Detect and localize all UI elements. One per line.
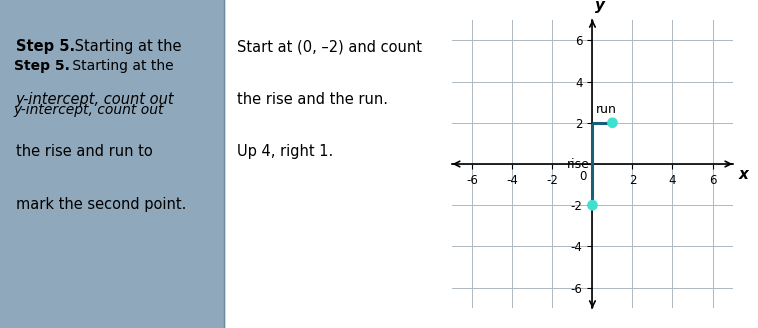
Text: run: run bbox=[596, 103, 616, 115]
Text: 0: 0 bbox=[579, 170, 586, 183]
Text: Up 4, right 1.: Up 4, right 1. bbox=[236, 144, 333, 159]
Point bbox=[587, 203, 599, 208]
Text: y-intercept, count out: y-intercept, count out bbox=[16, 92, 174, 107]
Text: mark the second point.: mark the second point. bbox=[16, 197, 186, 212]
Text: Step 5.: Step 5. bbox=[14, 59, 70, 73]
Point bbox=[606, 120, 619, 125]
Text: Start at (0, –2) and count: Start at (0, –2) and count bbox=[236, 39, 421, 54]
Text: the rise and run to: the rise and run to bbox=[16, 144, 152, 159]
Text: y-intercept, count out: y-intercept, count out bbox=[14, 103, 164, 117]
Text: Starting at the: Starting at the bbox=[68, 59, 174, 73]
Text: rise: rise bbox=[566, 157, 590, 171]
Text: Starting at the: Starting at the bbox=[70, 39, 182, 54]
Text: x: x bbox=[738, 167, 748, 182]
Text: y: y bbox=[596, 0, 606, 13]
Text: Step 5.: Step 5. bbox=[16, 39, 75, 54]
Text: the rise and the run.: the rise and the run. bbox=[236, 92, 387, 107]
